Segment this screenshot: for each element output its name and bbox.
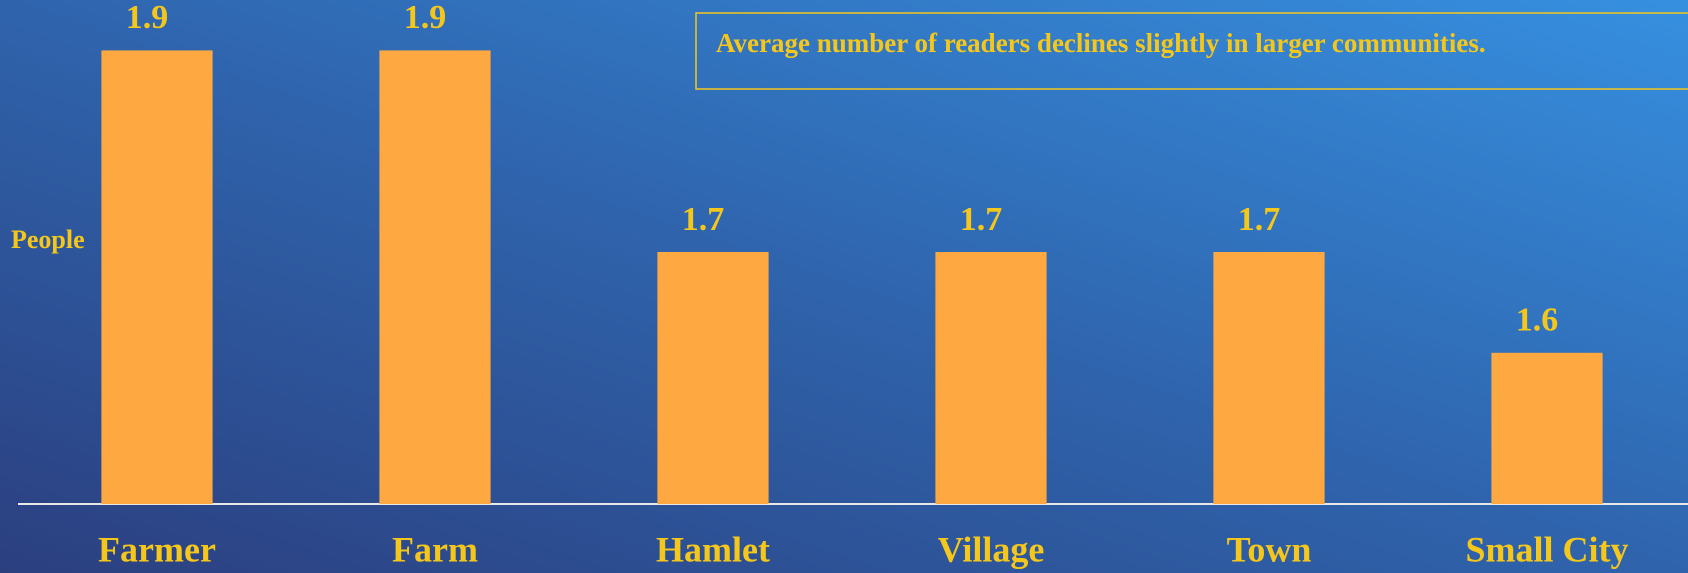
x-tick-label: Town xyxy=(1227,529,1312,569)
bar xyxy=(1213,252,1325,504)
annotation: Average number of readers declines sligh… xyxy=(716,28,1486,58)
x-tick-label: Small City xyxy=(1465,529,1628,569)
value-label: 1.9 xyxy=(126,0,169,36)
bar xyxy=(101,50,213,505)
bar xyxy=(379,50,491,505)
x-tick-label: Farmer xyxy=(98,529,216,569)
annotation-box xyxy=(695,12,1688,90)
value-label: 1.9 xyxy=(404,0,447,36)
bar xyxy=(657,252,769,504)
value-label: 1.6 xyxy=(1516,302,1559,339)
value-label: 1.7 xyxy=(1238,201,1281,238)
value-label: 1.7 xyxy=(682,201,725,238)
bar xyxy=(935,252,1047,504)
x-tick-label: Village xyxy=(938,529,1045,569)
x-tick-label: Hamlet xyxy=(656,529,770,569)
y-axis-label: People xyxy=(11,225,85,254)
x-tick-label: Farm xyxy=(392,529,478,569)
value-label: 1.7 xyxy=(960,201,1003,238)
bar xyxy=(1491,352,1603,504)
